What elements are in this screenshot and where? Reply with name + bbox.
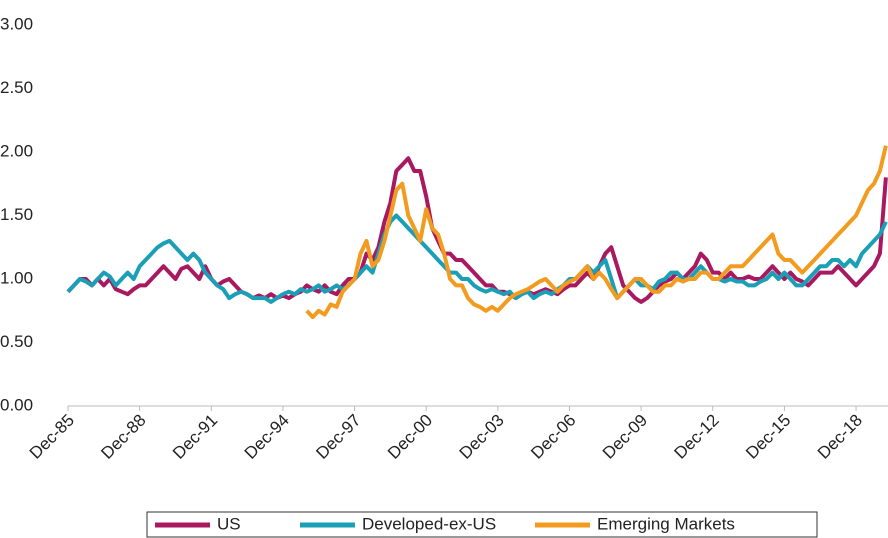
x-tick-label: Dec-15 — [742, 411, 794, 463]
y-tick-label: 0.50 — [0, 332, 33, 351]
x-tick-label: Dec-88 — [97, 411, 149, 463]
x-tick-label: Dec-94 — [241, 411, 293, 463]
y-tick-label: 0.00 — [0, 395, 33, 414]
y-tick-label: 2.50 — [0, 78, 33, 97]
x-tick-label: Dec-03 — [456, 411, 508, 463]
legend-label: Emerging Markets — [597, 514, 735, 533]
legend-box — [146, 511, 818, 538]
y-tick-label: 2.00 — [0, 141, 33, 160]
y-tick-label: 1.50 — [0, 205, 33, 224]
legend-label: US — [217, 514, 241, 533]
series-line — [66, 213, 888, 304]
y-tick-label: 1.00 — [0, 268, 33, 287]
x-tick-label: Dec-12 — [671, 411, 723, 463]
x-tick-label: Dec-91 — [169, 411, 221, 463]
x-tick-label: Dec-06 — [527, 411, 579, 463]
x-tick-label: Dec-85 — [26, 411, 78, 463]
series-line — [305, 145, 888, 320]
y-tick-label: 3.00 — [0, 14, 33, 33]
x-tick-label: Dec-18 — [814, 411, 866, 463]
x-tick-label: Dec-97 — [312, 411, 364, 463]
legend-label: Developed-ex-US — [362, 514, 496, 533]
x-tick-label: Dec-00 — [384, 411, 436, 463]
x-tick-label: Dec-09 — [599, 411, 651, 463]
